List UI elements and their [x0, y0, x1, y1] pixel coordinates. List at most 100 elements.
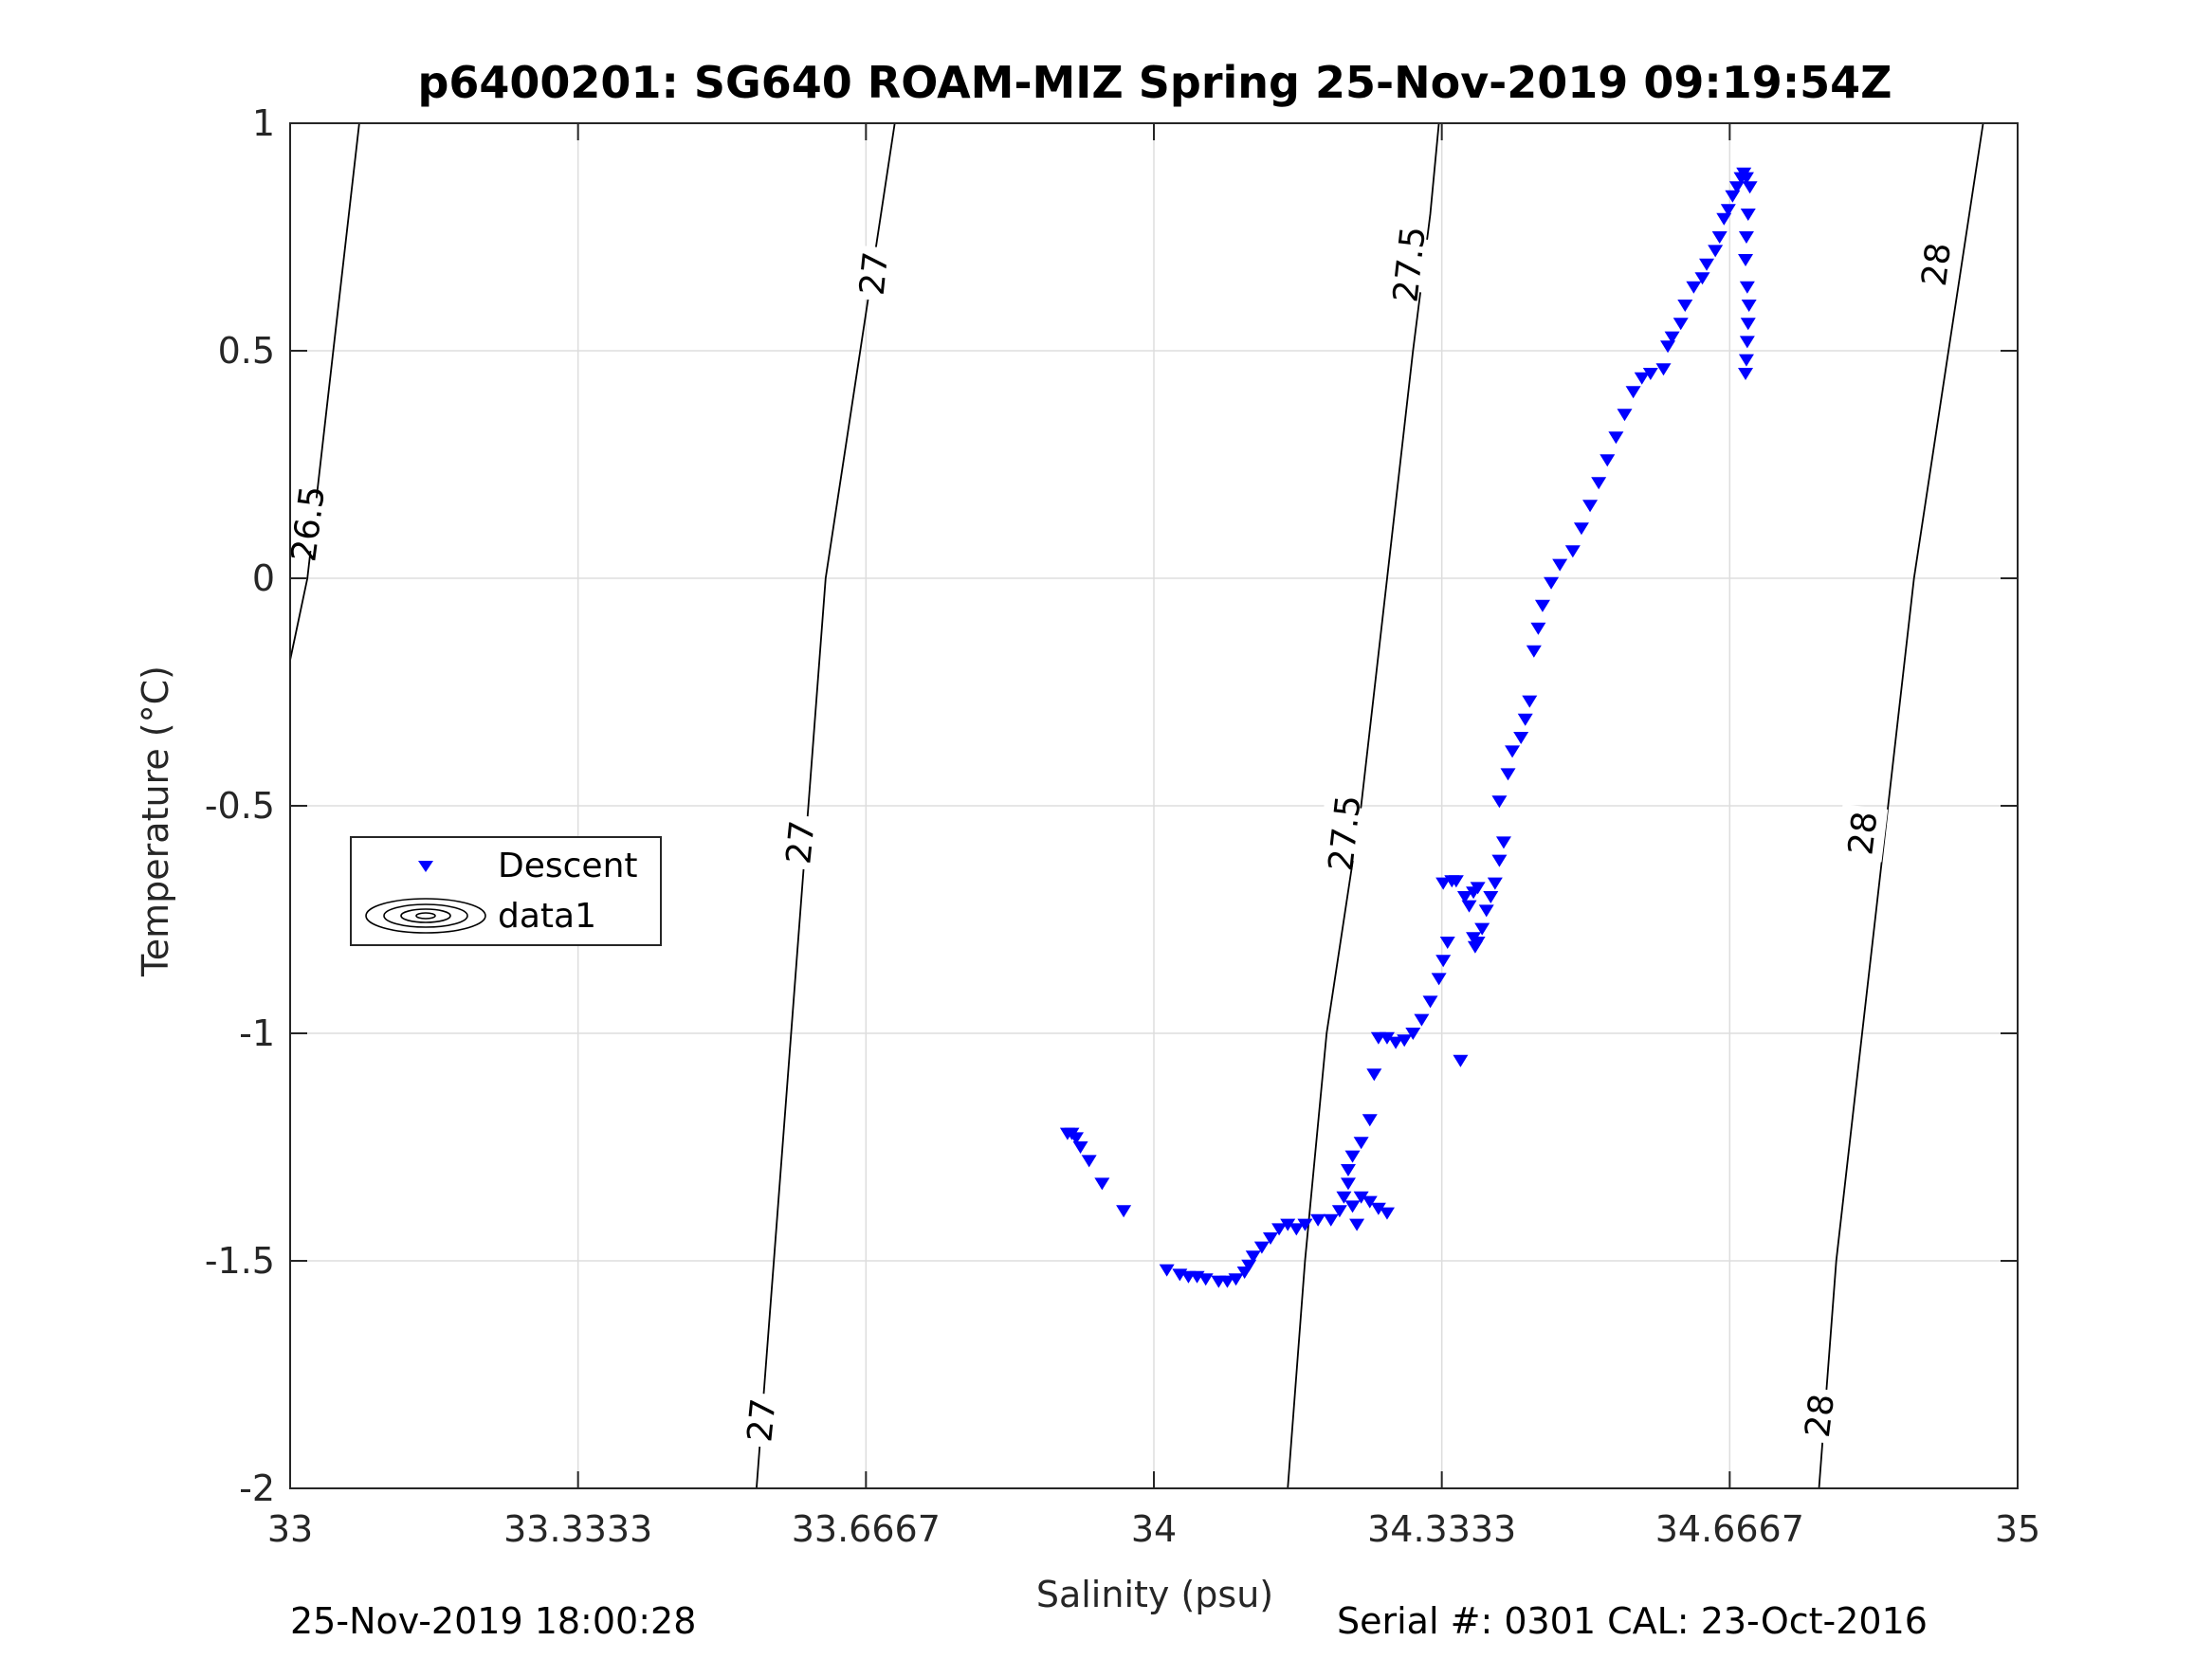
descent-point [1552, 558, 1568, 572]
contour-label-bg [1910, 235, 1962, 294]
descent-point [1340, 1177, 1356, 1191]
descent-point [1470, 937, 1486, 949]
descent-point [1069, 1132, 1085, 1145]
legend-descent-label: Descent [498, 847, 638, 885]
descent-point [1738, 172, 1754, 185]
descent-point [1739, 281, 1755, 294]
x-tick-label: 34 [1131, 1508, 1177, 1550]
chart-title: p6400201: SG640 ROAM-MIZ Spring 25-Nov-2… [417, 57, 1892, 108]
contour-label-bg [1318, 804, 1370, 863]
contour-label-26.5: 26.5 [284, 483, 333, 564]
descent-point [1297, 1218, 1313, 1231]
descent-point [1738, 354, 1754, 367]
descent-point [1478, 904, 1494, 918]
descent-point [1422, 995, 1438, 1009]
axes: 33 33.3333 33.6667 34 34.3333 34.6667 35 -2 -1.5… [205, 102, 2040, 1550]
contour-label-bg [1836, 804, 1889, 863]
descent-point [1474, 922, 1490, 936]
descent-point [1660, 340, 1676, 354]
descent-point [1362, 1114, 1378, 1127]
descent-point [1197, 1273, 1214, 1286]
descent-point [1505, 745, 1521, 758]
descent-point [1453, 1054, 1469, 1067]
descent-point [1072, 1141, 1088, 1154]
contour-label-bg [281, 494, 334, 554]
y-tick-label: 0.5 [218, 330, 275, 372]
descent-point [1461, 900, 1477, 913]
descent-point [1379, 1031, 1395, 1045]
descent-point [1362, 1195, 1378, 1209]
descent-point [1491, 795, 1508, 809]
descent-point [1331, 1205, 1347, 1218]
density-contours: 26.5 27 27 27 27.5 27.5 28 28 28 [281, 123, 1984, 1488]
legend-contour-icon [365, 898, 486, 934]
y-tick-label: -0.5 [205, 785, 275, 827]
descent-point [1664, 331, 1680, 344]
y-tick-label: 0 [252, 557, 275, 599]
descent-point [1673, 318, 1689, 331]
descent-point [1544, 576, 1560, 590]
contour-line-27 [756, 123, 896, 1488]
descent-point [1655, 363, 1672, 376]
y-tick-label: -1 [239, 1012, 275, 1054]
grid [290, 123, 2018, 1488]
x-tick-label: 34.3333 [1367, 1508, 1516, 1550]
descent-point [1677, 300, 1693, 312]
contour-label-28: 28 [1841, 810, 1885, 857]
y-tick-label: 1 [252, 102, 275, 144]
descent-point [1742, 181, 1758, 194]
descent-series [1059, 167, 1758, 1288]
descent-point [1738, 368, 1754, 380]
descent-point [1241, 1259, 1257, 1272]
descent-point [1116, 1205, 1132, 1218]
descent-point [1738, 254, 1754, 266]
descent-point [1487, 877, 1503, 890]
descent-point [1370, 1202, 1386, 1215]
descent-point [1435, 955, 1452, 968]
descent-point [1741, 300, 1757, 312]
descent-point [1344, 1200, 1361, 1213]
x-axis-label: Salinity (psu) [1036, 1574, 1273, 1615]
descent-point [1483, 891, 1499, 903]
descent-point [1431, 973, 1447, 986]
descent-point [1526, 645, 1542, 658]
descent-point [1456, 891, 1472, 903]
footer-timestamp: 25-Nov-2019 18:00:28 [290, 1600, 697, 1642]
x-tick-label: 33.6667 [792, 1508, 941, 1550]
footer-serial-cal: Serial #: 0301 CAL: 23-Oct-2016 [1337, 1600, 1928, 1642]
y-tick-label: -2 [239, 1468, 275, 1509]
descent-point [1740, 209, 1756, 221]
descent-point [1522, 695, 1538, 708]
descent-point [1271, 1223, 1288, 1236]
contour-label-27.5: 27.5 [1322, 793, 1369, 873]
descent-point [1435, 877, 1452, 890]
descent-point [1513, 732, 1529, 744]
x-tick-label: 33.3333 [503, 1508, 652, 1550]
descent-point [1470, 882, 1486, 895]
descent-point [1739, 336, 1755, 349]
descent-point [1740, 318, 1756, 331]
x-tick-label: 34.6667 [1655, 1508, 1804, 1550]
contour-label-27: 27 [740, 1396, 783, 1444]
contour-line-26.5 [290, 123, 360, 661]
descent-point [1725, 190, 1741, 203]
descent-point [1340, 1164, 1356, 1176]
x-tick-label: 33 [267, 1508, 313, 1550]
descent-point [1081, 1155, 1097, 1168]
contour-label-bg [1382, 235, 1435, 294]
descent-point [1414, 1013, 1430, 1027]
contour-label-27.5: 27.5 [1386, 225, 1434, 304]
descent-point [1262, 1232, 1278, 1245]
descent-point [1600, 454, 1616, 467]
y-axis-label: Temperature (°C) [135, 665, 176, 977]
descent-point [1708, 245, 1724, 258]
descent-point [1634, 372, 1650, 385]
descent-point [1686, 281, 1702, 294]
descent-point [1336, 1191, 1352, 1204]
descent-point [1310, 1213, 1326, 1227]
descent-point [1573, 522, 1589, 536]
descent-point [1353, 1137, 1369, 1150]
descent-point [1405, 1028, 1421, 1040]
descent-point [1716, 212, 1732, 226]
